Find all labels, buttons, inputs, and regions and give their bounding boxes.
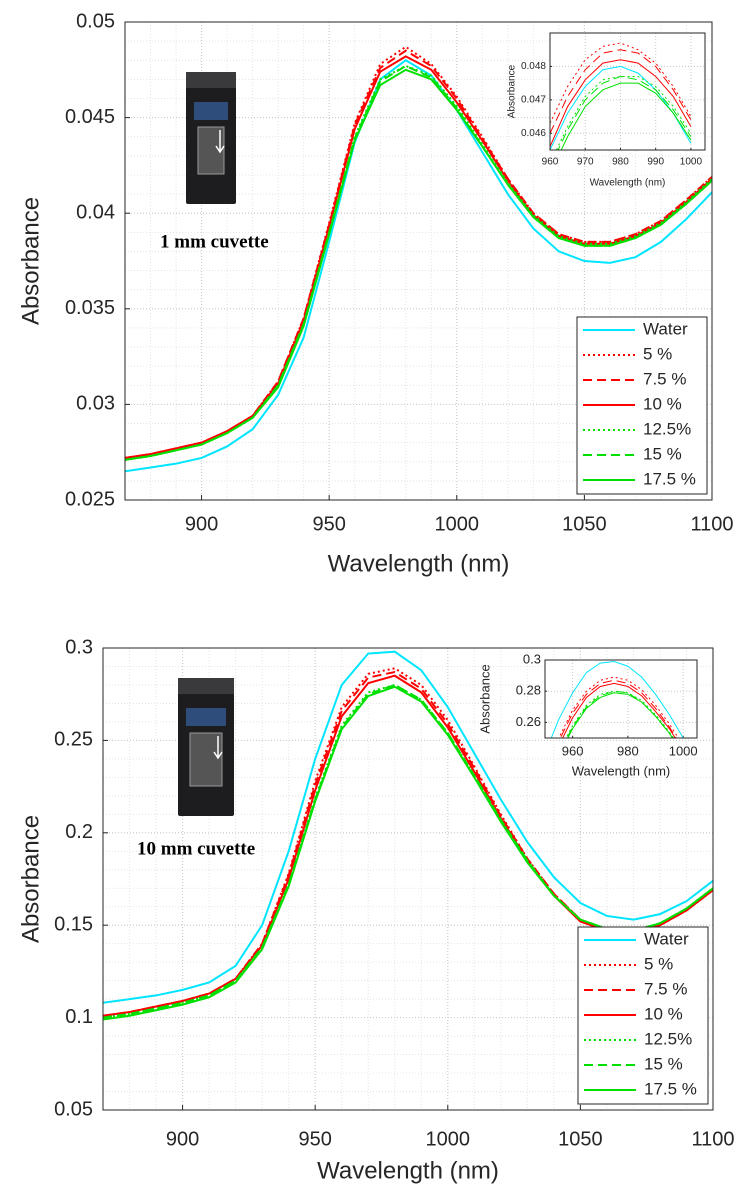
- x-tick-label: 960: [562, 743, 584, 758]
- legend-label: 7.5 %: [643, 369, 686, 388]
- y-tick-label: 0.05: [54, 1098, 93, 1120]
- cuvette-image: [186, 72, 236, 204]
- y-tick-label: 0.03: [76, 393, 115, 415]
- y-axis-label: Absorbance: [17, 815, 44, 943]
- y-tick-label: 0.046: [521, 128, 546, 139]
- x-tick-label: 960: [542, 157, 559, 168]
- legend-label: 15 %: [643, 444, 682, 463]
- legend-label: Water: [644, 929, 689, 948]
- axes-box: [124, 21, 713, 501]
- x-tick-label: 900: [185, 513, 218, 535]
- series-line: [557, 75, 692, 150]
- series-line: [103, 650, 713, 1004]
- y-tick-label: 0.04: [76, 201, 115, 223]
- legend: Water 5 % 7.5 % 10 % 12.5% 15 % 17.5 %: [576, 316, 708, 495]
- series-line: [550, 65, 692, 150]
- y-tick-label: 0.3: [65, 636, 93, 658]
- x-tick-label: 990: [647, 157, 664, 168]
- series-line: [550, 59, 692, 147]
- x-tick-label: 1000: [435, 513, 480, 535]
- legend-label: Water: [643, 319, 688, 338]
- y-tick-label: 0.045: [65, 106, 115, 128]
- series-line: [562, 682, 676, 738]
- plot-background: [550, 33, 705, 150]
- legend: Water 5 % 7.5 % 10 % 12.5% 15 % 17.5 %: [577, 926, 709, 1105]
- y-tick-label: 0.035: [65, 297, 115, 319]
- series-line: [125, 55, 712, 459]
- x-axis-label: Wavelength (nm): [328, 550, 510, 577]
- annotation: 10 mm cuvette: [137, 838, 255, 859]
- legend-label: 15 %: [644, 1054, 683, 1073]
- cuvette-arrow: [213, 736, 223, 760]
- x-tick-label: 1000: [426, 1128, 471, 1150]
- annotation: 1 mm cuvette: [160, 231, 269, 252]
- y-tick-label: 0.05: [76, 10, 115, 32]
- x-tick-label: 1100: [691, 1128, 734, 1150]
- cuvette-window: [189, 732, 223, 787]
- x-tick-label: 1100: [690, 513, 733, 535]
- series-line: [560, 82, 692, 150]
- y-axis-label: Absorbance: [507, 64, 518, 118]
- series-line: [558, 676, 679, 738]
- series-line: [550, 42, 692, 124]
- series-line: [550, 661, 684, 738]
- cuvette-arrow: [215, 130, 225, 154]
- series-line: [567, 692, 674, 738]
- y-tick-label: 0.048: [521, 61, 546, 72]
- x-axis-label: Wavelength (nm): [317, 1157, 499, 1184]
- legend-label: 7.5 %: [644, 979, 687, 998]
- cuvette-top: [186, 72, 236, 88]
- x-tick-label: 980: [612, 157, 629, 168]
- plot-background: [545, 660, 697, 738]
- y-tick-label: 0.3: [523, 651, 541, 666]
- axes-box: [549, 32, 706, 151]
- cuvette-top: [178, 678, 234, 694]
- y-tick-label: 0.047: [521, 94, 546, 105]
- series-line: [125, 59, 712, 473]
- series-line: [125, 68, 712, 461]
- y-tick-label: 0.25: [54, 729, 93, 751]
- series-line: [103, 683, 713, 1019]
- y-tick-label: 0.28: [516, 683, 541, 698]
- series-line: [559, 679, 677, 738]
- x-tick-label: 950: [312, 513, 345, 535]
- lines: [125, 45, 712, 473]
- x-tick-label: 1000: [669, 743, 698, 758]
- x-tick-label: 900: [166, 1128, 199, 1150]
- y-tick-label: 0.2: [65, 821, 93, 843]
- x-axis-label: Wavelength (nm): [590, 178, 666, 189]
- x-tick-label: 980: [617, 743, 639, 758]
- legend-label: 5 %: [644, 954, 673, 973]
- cuvette-label: [186, 708, 226, 726]
- lines: [550, 42, 692, 150]
- series-line: [550, 49, 692, 134]
- y-tick-label: 0.025: [65, 488, 115, 510]
- y-tick-label: 0.26: [516, 714, 541, 729]
- cuvette-image: [178, 678, 234, 816]
- legend-label: 10 %: [643, 394, 682, 413]
- x-tick-label: 1050: [562, 513, 607, 535]
- y-tick-label: 0.1: [65, 1006, 93, 1028]
- x-tick-label: 1000: [680, 157, 703, 168]
- legend-label: 5 %: [643, 344, 672, 363]
- x-tick-label: 1050: [558, 1128, 603, 1150]
- legend-label: 17.5 %: [644, 1079, 697, 1098]
- y-axis-label: Absorbance: [17, 197, 44, 325]
- x-tick-label: 950: [298, 1128, 331, 1150]
- legend-label: 10 %: [644, 1004, 683, 1023]
- x-tick-label: 970: [577, 157, 594, 168]
- legend-label: 17.5 %: [643, 469, 696, 488]
- cuvette-label: [194, 102, 228, 120]
- legend-label: 12.5%: [644, 1029, 692, 1048]
- x-axis-label: Wavelength (nm): [572, 763, 671, 778]
- axes-box: [544, 659, 698, 739]
- lines: [550, 661, 684, 738]
- legend-label: 12.5%: [643, 419, 691, 438]
- y-tick-label: 0.15: [54, 913, 93, 935]
- y-axis-label: Absorbance: [477, 664, 492, 733]
- axes-box: [102, 647, 714, 1111]
